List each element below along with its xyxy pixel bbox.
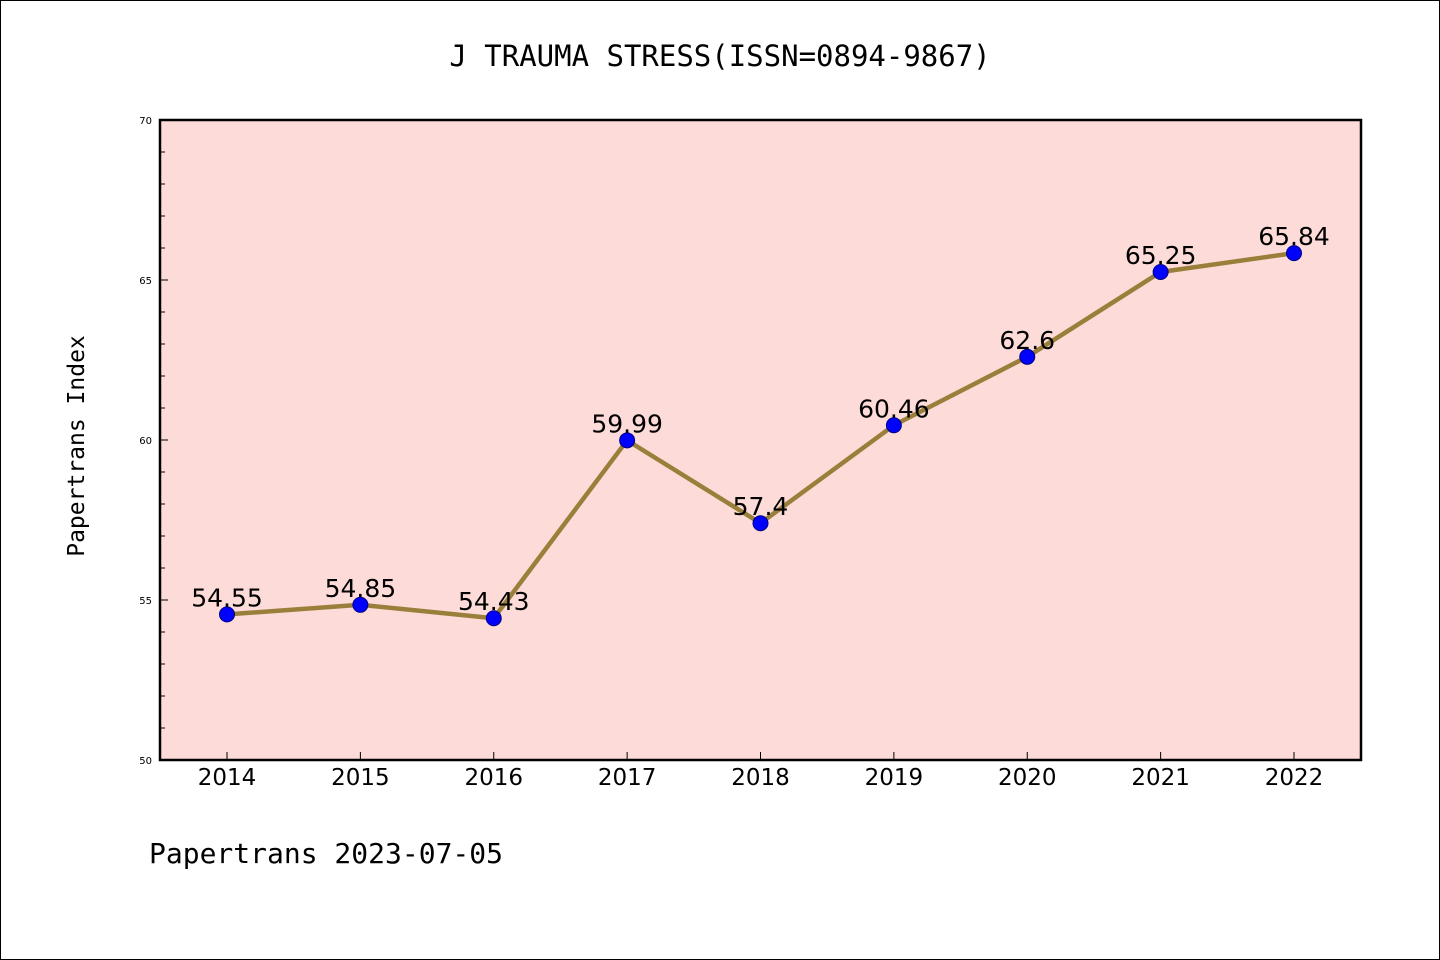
data-label: 59.99 bbox=[591, 409, 663, 438]
x-tick-label: 2020 bbox=[998, 765, 1057, 791]
y-tick-label: 50 bbox=[139, 756, 152, 767]
data-point bbox=[1019, 348, 1036, 365]
y-tick-label: 60 bbox=[139, 436, 152, 447]
y-tick-label: 70 bbox=[139, 116, 152, 127]
x-axis: 2014 2015 2016 2017 2018 2019 2020 2021 2022 bbox=[198, 752, 1324, 791]
plot-area bbox=[160, 120, 1361, 760]
data-label: 62.6 bbox=[999, 326, 1055, 355]
y-tick-label: 65 bbox=[139, 276, 152, 287]
data-label: 65.25 bbox=[1125, 241, 1197, 270]
series-layer: 54.55 54.85 54.43 59.99 57.4 60.46 62.6 65.25 65… bbox=[191, 222, 1330, 627]
data-point bbox=[1152, 264, 1169, 280]
x-tick-label: 2016 bbox=[464, 765, 523, 791]
y-tick-label: 55 bbox=[139, 596, 152, 607]
data-label: 54.85 bbox=[325, 574, 397, 603]
data-label: 60.46 bbox=[858, 394, 930, 423]
chart-title: J TRAUMA STRESS(ISSN=0894-9867) bbox=[449, 39, 990, 73]
x-tick-label: 2015 bbox=[331, 765, 390, 791]
x-tick-label: 2014 bbox=[198, 765, 257, 791]
x-tick-label: 2022 bbox=[1265, 765, 1324, 791]
data-label: 57.4 bbox=[733, 492, 789, 521]
data-point bbox=[619, 432, 636, 449]
data-point bbox=[885, 417, 902, 434]
footer-note: Papertrans 2023-07-05 bbox=[149, 837, 503, 870]
data-label: 54.55 bbox=[191, 583, 263, 612]
x-tick-label: 2021 bbox=[1131, 765, 1190, 791]
data-point bbox=[752, 515, 769, 532]
x-tick-label: 2018 bbox=[731, 765, 790, 791]
data-point bbox=[485, 610, 502, 627]
data-label: 54.43 bbox=[458, 587, 530, 616]
x-tick-label: 2017 bbox=[598, 765, 657, 791]
plot-border bbox=[158, 118, 1363, 762]
x-tick-label: 2019 bbox=[865, 765, 924, 791]
data-point bbox=[219, 606, 235, 623]
y-axis-label: Papertrans Index bbox=[64, 335, 90, 557]
data-point bbox=[1286, 245, 1302, 262]
data-label: 65.84 bbox=[1258, 222, 1330, 251]
data-point bbox=[352, 596, 369, 613]
